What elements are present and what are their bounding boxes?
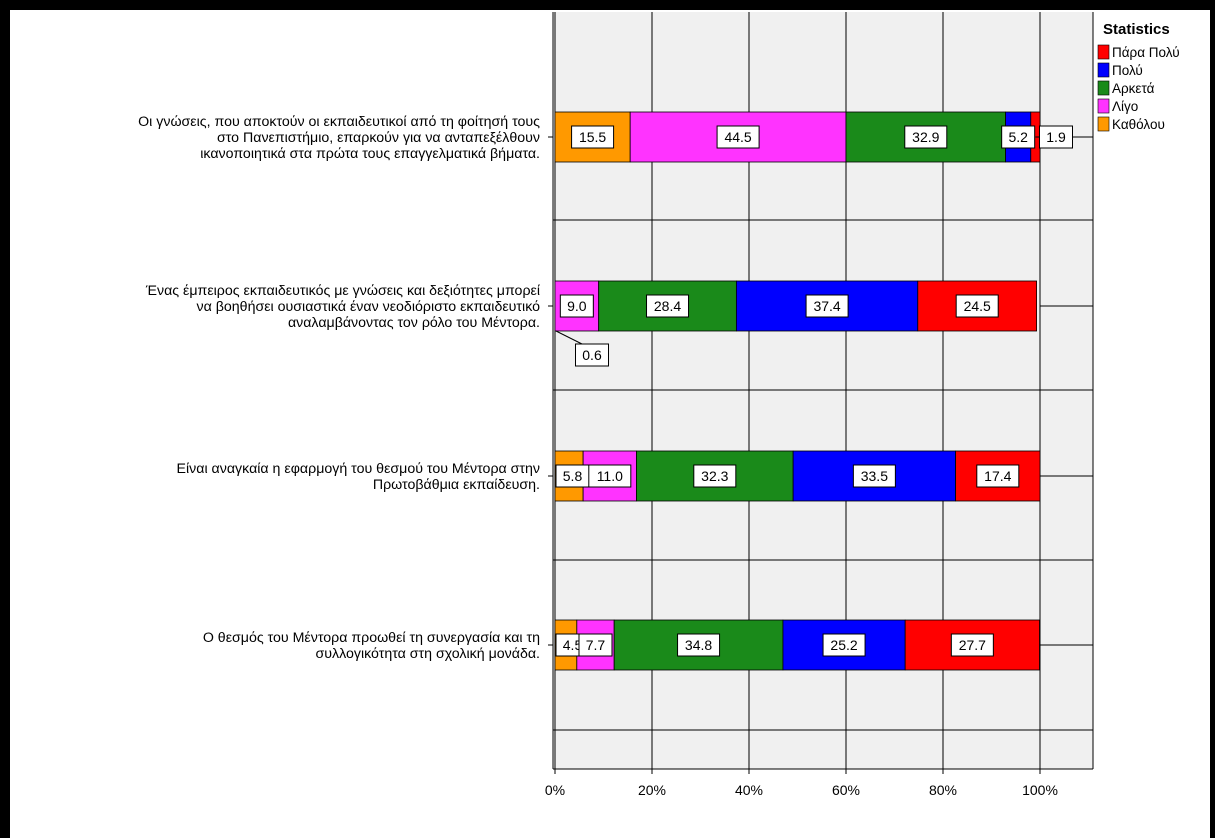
data-label: 27.7 [959, 637, 986, 653]
data-label: 34.8 [685, 637, 712, 653]
category-label: αναλαμβάνοντας τον ρόλο του Μέντορα. [288, 315, 540, 331]
category-label: συλλογικότητα στη σχολική μονάδα. [316, 646, 540, 662]
data-label-box [805, 294, 849, 318]
data-label-box [677, 633, 721, 657]
data-label-box [976, 464, 1020, 488]
data-label-box [822, 633, 866, 657]
callout-leader [555, 330, 583, 345]
data-label-box [852, 464, 896, 488]
x-tick-label: 40% [735, 782, 763, 798]
category-label: στο Πανεπιστήμιο, επαρκούν για να ανταπε… [217, 130, 540, 146]
category-label: Οι γνώσεις, που αποκτούν οι εκπαιδευτικο… [138, 114, 540, 130]
legend-label: Αρκετά [1112, 81, 1155, 96]
data-label: 33.5 [861, 468, 888, 484]
legend-swatch [1097, 44, 1110, 60]
data-label: 4.5 [563, 637, 583, 653]
callout-label: 0.6 [582, 347, 602, 363]
legend-label: Πάρα Πολύ [1112, 45, 1180, 60]
data-label: 32.3 [701, 468, 728, 484]
data-label-box [571, 125, 615, 149]
data-label: 24.5 [964, 298, 991, 314]
data-label-box [578, 633, 613, 657]
callout-label-box [575, 343, 609, 367]
category-label: να βοηθήσει ουσιαστικά έναν νεοδιόριστο … [197, 299, 541, 315]
data-label-box [950, 633, 994, 657]
x-tick-label: 100% [1022, 782, 1058, 798]
legend-title: Statistics [1103, 21, 1170, 38]
data-label: 37.4 [813, 298, 840, 314]
data-label-box [955, 294, 999, 318]
category-label: Πρωτοβάθμια εκπαίδευση. [373, 477, 540, 493]
data-label: 7.7 [586, 637, 606, 653]
legend-swatch [1097, 80, 1110, 96]
x-tick-label: 60% [832, 782, 860, 798]
data-label: 9.0 [567, 298, 587, 314]
legend-label: Καθόλου [1112, 117, 1165, 132]
data-label: 25.2 [830, 637, 857, 653]
data-label: 17.4 [984, 468, 1011, 484]
legend-swatch [1097, 116, 1110, 132]
data-label-box [716, 125, 760, 149]
legend-label: Πολύ [1112, 63, 1143, 78]
data-label-box [559, 294, 594, 318]
callout-label: 1.9 [1046, 129, 1066, 145]
category-label: Είναι αναγκαία η εφαρμογή του θεσμού του… [177, 461, 540, 477]
data-label: 5.8 [563, 468, 583, 484]
data-label-box [588, 464, 632, 488]
x-tick-label: 0% [545, 782, 565, 798]
callout-label-box [1039, 125, 1073, 149]
category-label: Ένας έμπειρος εκπαιδευτικός με γνώσεις κ… [145, 283, 540, 299]
x-tick-label: 20% [638, 782, 666, 798]
data-label: 44.5 [724, 129, 751, 145]
data-label: 15.5 [579, 129, 606, 145]
data-label-box [1001, 125, 1036, 149]
category-label: Ο θεσμός του Μέντορα προωθεί τη συνεργασ… [203, 630, 540, 646]
data-label: 28.4 [654, 298, 681, 314]
legend-label: Λίγο [1112, 99, 1138, 114]
legend-swatch [1097, 62, 1110, 78]
category-label: ικανοποιητικά στα πρώτα τους επαγγελματι… [200, 146, 540, 162]
data-label-box [646, 294, 690, 318]
x-tick-label: 80% [929, 782, 957, 798]
data-label-box [904, 125, 948, 149]
data-label: 11.0 [597, 468, 623, 484]
data-label: 5.2 [1008, 129, 1028, 145]
data-label: 32.9 [912, 129, 939, 145]
data-label-box [693, 464, 737, 488]
legend-swatch [1097, 98, 1110, 114]
